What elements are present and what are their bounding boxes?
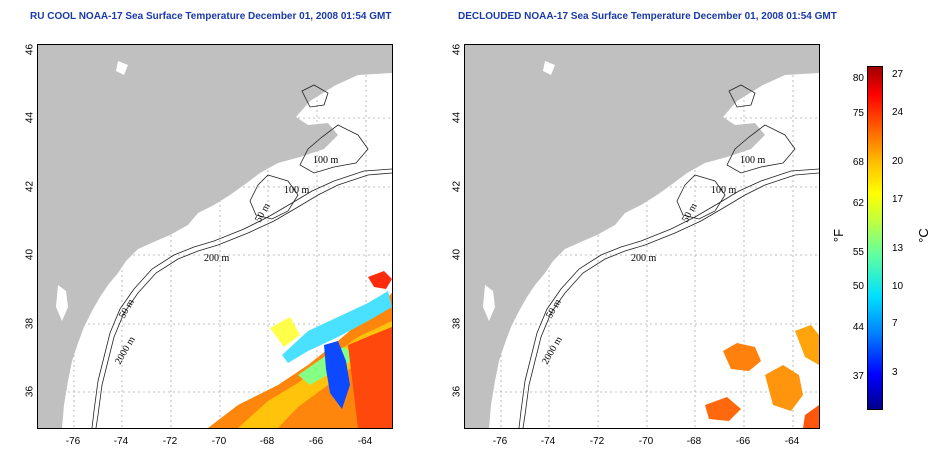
contour-label: 50 m [680,201,700,224]
water-bay [483,285,495,321]
right-x-tick: -76 [492,436,508,447]
colorbar-f-tick: 75 [852,108,864,119]
right-y-tick: 44 [451,111,463,124]
right-y-tick: 42 [451,180,463,193]
contour-label: 200 m [631,253,657,264]
colorbar-c-tick: 7 [892,318,898,329]
bathymetry-contours [518,84,819,428]
sst-data-field [208,271,392,428]
colorbar-f-tick: 62 [852,198,864,209]
left-x-tick: -66 [308,436,324,447]
colorbar-c-tick: 10 [892,281,904,292]
contour-label: 2000 m [540,335,565,367]
colorbar-c-tick: 24 [892,107,904,118]
left-x-tick: -76 [65,436,81,447]
left-y-tick: 40 [24,248,36,261]
colorbar-c-tick: 17 [892,194,904,205]
right-x-tick: -64 [784,436,800,447]
colorbar-c-tick: 27 [892,69,904,80]
right-map-title: DECLOUDED NOAA-17 Sea Surface Temperatur… [458,11,837,22]
left-x-tick: -72 [162,436,178,447]
colorbar-f-tick: 37 [852,371,864,382]
left-x-tick: -64 [357,436,373,447]
temperature-colorbar [867,66,883,410]
colorbar-f-tick: 44 [852,322,864,333]
right-x-tick: -66 [735,436,751,447]
colorbar-f-tick: 80 [852,73,864,84]
colorbar-f-tick: 68 [852,157,864,168]
sst-data-field [705,325,819,428]
colorbar-f-tick: 50 [852,281,864,292]
land-mass [38,45,392,428]
right-x-tick: -68 [686,436,702,447]
left-y-tick: 38 [24,317,36,330]
contour-label: 50 m [117,297,137,320]
colorbar-f-tick: 55 [852,247,864,258]
contour-label: 200 m [204,253,230,264]
right-y-tick: 38 [451,317,463,330]
left-x-tick: -70 [211,436,227,447]
right-y-tick: 46 [451,43,463,56]
colorbar-c-tick: 3 [892,367,898,378]
land-mass [465,45,819,428]
left-y-tick: 46 [24,43,36,56]
contour-label: 50 m [253,201,273,224]
left-x-tick: -74 [113,436,129,447]
contour-label: 100 m [711,185,737,196]
left-map-title: RU COOL NOAA-17 Sea Surface Temperature … [30,11,392,22]
right-x-tick: -72 [589,436,605,447]
contour-label: 100 m [284,185,310,196]
right-y-tick: 40 [451,248,463,261]
colorbar-c-tick: 20 [892,156,904,167]
water-bay [56,285,68,321]
contour-label: 50 m [544,297,564,320]
contour-label: 100 m [740,155,766,166]
contour-label: 100 m [313,155,339,166]
water-lake [543,61,555,75]
left-y-tick: 36 [24,385,36,398]
left-sst-map[interactable]: 100 m 100 m 50 m 200 m 50 m 2000 m [37,44,393,429]
right-map-svg: 100 m 100 m 50 m 200 m 50 m 2000 m [465,45,819,428]
left-map-svg: 100 m 100 m 50 m 200 m 50 m 2000 m [38,45,392,428]
bathymetry-contours [91,84,392,428]
left-x-tick: -68 [259,436,275,447]
left-y-tick: 44 [24,111,36,124]
colorbar-c-tick: 13 [892,243,904,254]
contour-label: 2000 m [113,335,138,367]
right-x-tick: -74 [540,436,556,447]
right-x-tick: -70 [638,436,654,447]
water-lake [116,61,128,75]
right-sst-map[interactable]: 100 m 100 m 50 m 200 m 50 m 2000 m [464,44,820,429]
left-y-tick: 42 [24,180,36,193]
fahrenheit-unit-label: °F [831,228,847,243]
celsius-unit-label: °C [915,228,931,243]
right-y-tick: 36 [451,385,463,398]
